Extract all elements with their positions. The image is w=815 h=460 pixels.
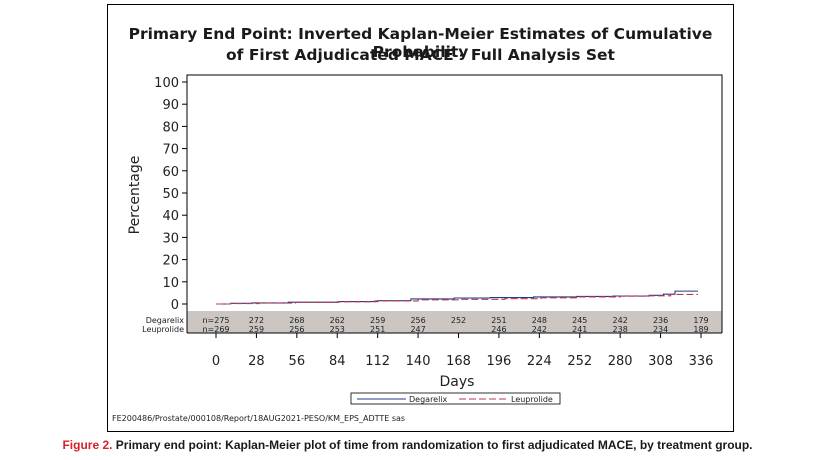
at-risk-value: 236	[653, 316, 668, 325]
y-tick-label: 20	[162, 254, 179, 269]
y-tick-label: 70	[162, 143, 179, 158]
at-risk-value: 256	[410, 316, 425, 325]
km-chart: 0 10 20 30 40 50 60 70 80 90 100 0 28 56 84 112 140 168 19…	[112, 74, 723, 423]
x-tick-label: 84	[329, 354, 346, 369]
at-risk-value: 242	[613, 316, 628, 325]
at-risk-value: 245	[572, 316, 587, 325]
at-risk-value: n=275	[202, 316, 229, 325]
at-risk-value: 238	[613, 325, 628, 334]
y-tick-label: 10	[162, 276, 179, 291]
y-tick-label: 90	[162, 98, 179, 113]
chart-title-line-2: of First Adjudicated MACE - Full Analysi…	[226, 46, 615, 64]
at-risk-value: 234	[653, 325, 668, 334]
at-risk-value: 259	[370, 316, 385, 325]
at-risk-value: 268	[289, 316, 304, 325]
at-risk-value: 189	[693, 325, 708, 334]
x-tick-label: 196	[487, 354, 512, 369]
legend-label-leuprolide: Leuprolide	[511, 395, 553, 404]
y-tick-label: 30	[162, 231, 179, 246]
series-line-leuprolide	[216, 293, 699, 305]
x-tick-label: 168	[446, 354, 471, 369]
at-risk-value: 259	[249, 325, 264, 334]
at-risk-value: 248	[532, 316, 547, 325]
at-risk-value: 241	[572, 325, 587, 334]
x-tick-label: 280	[608, 354, 633, 369]
figure-caption: Figure 2. Primary end point: Kaplan-Meie…	[0, 438, 815, 452]
at-risk-value: 253	[330, 325, 345, 334]
x-tick-label: 28	[248, 354, 265, 369]
x-tick-label: 140	[406, 354, 431, 369]
y-tick-label: 40	[162, 209, 179, 224]
footnote: FE200486/Prostate/000108/Report/18AUG202…	[112, 414, 405, 423]
x-tick-label: 112	[365, 354, 390, 369]
x-tick-label: 252	[567, 354, 592, 369]
at-risk-value: n=269	[202, 325, 229, 334]
at-risk-value: 247	[410, 325, 425, 334]
figure-caption-label: Figure 2.	[62, 438, 113, 452]
y-axis-label: Percentage	[127, 156, 143, 235]
at-risk-row-label: Degarelix	[146, 316, 185, 325]
at-risk-value: 242	[532, 325, 547, 334]
at-risk-row-label: Leuprolide	[142, 325, 184, 334]
x-tick-label: 336	[689, 354, 714, 369]
at-risk-value: 246	[491, 325, 506, 334]
y-tick-label: 100	[154, 76, 179, 91]
at-risk-band	[187, 311, 722, 333]
x-tick-label: 0	[212, 354, 220, 369]
x-tick-label: 56	[289, 354, 306, 369]
at-risk-value: 256	[289, 325, 304, 334]
x-tick-label: 224	[527, 354, 552, 369]
at-risk-value: 179	[693, 316, 708, 325]
at-risk-value: 251	[491, 316, 506, 325]
at-risk-value: 251	[370, 325, 385, 334]
legend-box	[350, 392, 561, 405]
legend-label-degarelix: Degarelix	[409, 395, 448, 404]
x-axis-label: Days	[440, 374, 475, 390]
at-risk-value: 262	[330, 316, 345, 325]
at-risk-value: 272	[249, 316, 264, 325]
x-tick-label: 308	[648, 354, 673, 369]
at-risk-value: 252	[451, 316, 466, 325]
chart-title-line-1: Primary End Point: Inverted Kaplan-Meier…	[128, 25, 713, 61]
y-tick-label: 50	[162, 187, 179, 202]
figure-caption-text: Primary end point: Kaplan-Meier plot of …	[112, 438, 753, 452]
y-tick-label: 80	[162, 120, 179, 135]
y-tick-label: 0	[171, 298, 179, 313]
figure-frame: Primary End Point: Inverted Kaplan-Meier…	[107, 4, 734, 432]
y-tick-label: 60	[162, 165, 179, 180]
plot-area	[186, 74, 723, 328]
